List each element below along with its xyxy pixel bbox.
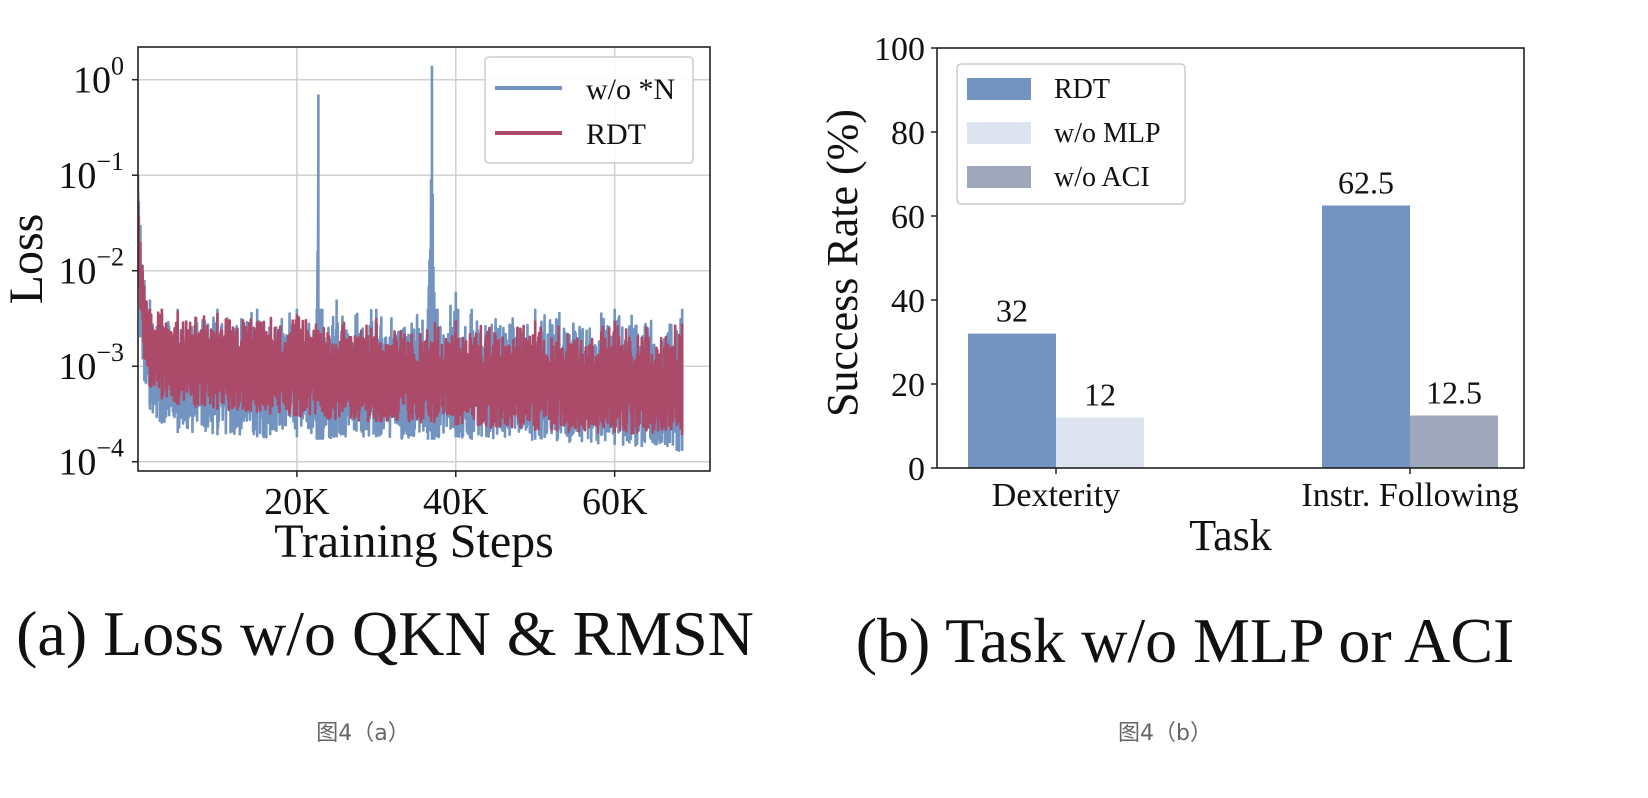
x-tick-label: Instr. Following bbox=[1301, 477, 1518, 514]
footnote-caption-left: 图4（a） bbox=[316, 721, 409, 746]
bar-value-label: 62.5 bbox=[1338, 165, 1394, 201]
x-tick-label: 20K bbox=[264, 481, 330, 523]
y-tick-label: 10−2 bbox=[58, 243, 124, 293]
y-tick-label: 0 bbox=[908, 451, 925, 488]
x-tick-label: 40K bbox=[423, 481, 489, 523]
loss-legend: w/o *N RDT bbox=[484, 56, 694, 164]
y-tick-label: 10−4 bbox=[58, 434, 124, 484]
x-axis-title: Task bbox=[1189, 511, 1271, 560]
footnote-caption-right: 图4（b） bbox=[1118, 721, 1212, 746]
y-tick-label: 10−1 bbox=[58, 147, 124, 197]
legend-box bbox=[484, 56, 694, 164]
success-rate-chart: 32 12 Dexterity 62.5 12.5 Instr. Following 0 20… bbox=[818, 31, 1525, 560]
bar-w-o-mlp-dexterity bbox=[1056, 417, 1144, 468]
y-tick-label: 100 bbox=[73, 52, 124, 102]
legend-label: w/o ACI bbox=[1054, 162, 1150, 193]
y-tick-label: 100 bbox=[874, 31, 925, 68]
loss-chart: 20K 40K 60K 10−4 10−3 10−2 10−1 100 Training Ste… bbox=[0, 46, 711, 568]
y-axis-title: Success Rate (%) bbox=[818, 109, 867, 417]
loss-axes-frame bbox=[137, 46, 711, 472]
legend-swatch bbox=[967, 78, 1031, 100]
x-tick-label: 60K bbox=[582, 481, 648, 523]
legend-label: w/o MLP bbox=[1054, 118, 1161, 149]
y-tick-label: 80 bbox=[891, 115, 925, 152]
y-tick-label: 20 bbox=[891, 367, 925, 404]
y-tick-label: 60 bbox=[891, 199, 925, 236]
bar-value-label: 12.5 bbox=[1426, 375, 1482, 411]
legend-label: w/o *N bbox=[586, 73, 675, 106]
legend-swatch bbox=[967, 122, 1031, 144]
x-axis-title: Training Steps bbox=[274, 515, 554, 568]
loss-plot-area bbox=[138, 65, 684, 452]
caption-a: (a) Loss w/o QKN & RMSN bbox=[16, 598, 754, 669]
bar-axes-frame bbox=[936, 47, 1525, 469]
series-rdt-line bbox=[138, 193, 684, 436]
legend-label: RDT bbox=[586, 118, 646, 151]
bar-rdt-dexterity bbox=[968, 333, 1056, 468]
bar-value-label: 12 bbox=[1084, 377, 1116, 413]
legend-swatch bbox=[967, 166, 1031, 188]
y-tick-label: 40 bbox=[891, 283, 925, 320]
x-tick-label: Dexterity bbox=[992, 477, 1120, 514]
caption-b: (b) Task w/o MLP or ACI bbox=[856, 605, 1515, 676]
y-axis-title: Loss bbox=[0, 214, 53, 305]
legend-label: RDT bbox=[1054, 74, 1110, 105]
bar-value-label: 32 bbox=[996, 293, 1028, 329]
bar-w-o-aci-instr-following bbox=[1410, 415, 1498, 468]
bar-legend: RDT w/o MLP w/o ACI bbox=[956, 63, 1186, 205]
y-tick-label: 10−3 bbox=[58, 338, 124, 388]
bar-rdt-instr-following bbox=[1322, 205, 1410, 468]
